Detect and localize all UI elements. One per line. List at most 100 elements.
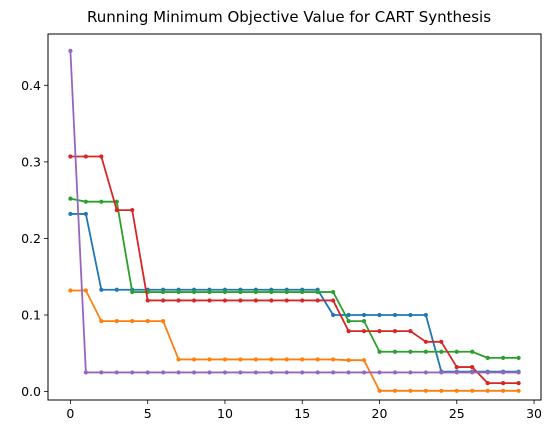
series-5-point (238, 370, 242, 374)
series-4-point (269, 298, 273, 302)
series-layer (68, 49, 520, 393)
series-4-point (439, 340, 443, 344)
series-4-point (207, 298, 211, 302)
series-4 (68, 154, 520, 385)
series-3-point (269, 290, 273, 294)
series-1-point (331, 313, 335, 317)
series-4-point (130, 208, 134, 212)
series-4-point (470, 365, 474, 369)
y-axis: 0.0 0.1 0.2 0.3 0.4 (21, 78, 48, 399)
series-4-point (408, 329, 412, 333)
y-tick-label: 0.1 (21, 308, 41, 323)
series-3-point (439, 350, 443, 354)
series-1-point (115, 288, 119, 292)
series-4-point (99, 154, 103, 158)
series-3 (68, 197, 520, 360)
series-3-point (501, 356, 505, 360)
series-3-point (316, 290, 320, 294)
series-3-point (285, 290, 289, 294)
series-5-point (362, 370, 366, 374)
series-4-point (146, 298, 150, 302)
series-3-point (393, 350, 397, 354)
series-3-point (254, 290, 258, 294)
series-4-point (254, 298, 258, 302)
series-3-point (377, 350, 381, 354)
series-5-point (115, 370, 119, 374)
series-5-point (408, 370, 412, 374)
series-2-point (346, 358, 350, 362)
series-1-point (377, 313, 381, 317)
y-tick-label: 0.4 (21, 78, 41, 93)
series-5-point (393, 370, 397, 374)
x-tick-label: 5 (144, 406, 152, 421)
series-1-point (68, 212, 72, 216)
series-4-point (516, 381, 520, 385)
series-2-point (99, 319, 103, 323)
series-2-point (161, 319, 165, 323)
x-axis: 0 5 10 15 20 25 30 (66, 400, 542, 421)
series-5-point (424, 370, 428, 374)
series-5-point (130, 370, 134, 374)
series-4-point (346, 329, 350, 333)
series-4-line (70, 157, 518, 384)
series-2-point (176, 357, 180, 361)
x-tick-label: 15 (294, 406, 310, 421)
series-2-point (424, 389, 428, 393)
series-5-point (161, 370, 165, 374)
x-tick-label: 0 (66, 406, 74, 421)
series-3-point (192, 290, 196, 294)
series-3-line (70, 199, 518, 358)
series-2-point (192, 357, 196, 361)
series-2-point (362, 358, 366, 362)
series-5-point (316, 370, 320, 374)
series-1-point (84, 212, 88, 216)
series-4-point (316, 298, 320, 302)
series-2-point (439, 389, 443, 393)
series-2-point (455, 389, 459, 393)
series-4-point (238, 298, 242, 302)
series-5-point (269, 370, 273, 374)
series-3-point (486, 356, 490, 360)
series-5-point (192, 370, 196, 374)
y-tick-label: 0.3 (21, 154, 41, 169)
series-3-point (470, 350, 474, 354)
series-4-point (455, 365, 459, 369)
series-4-point (192, 298, 196, 302)
series-5-point (455, 370, 459, 374)
series-5-point (439, 370, 443, 374)
series-3-point (455, 350, 459, 354)
series-2-point (300, 357, 304, 361)
series-5-point (516, 370, 520, 374)
series-2-point (223, 357, 227, 361)
series-5-point (223, 370, 227, 374)
series-3-point (99, 200, 103, 204)
series-2-point (408, 389, 412, 393)
x-tick-label: 10 (217, 406, 233, 421)
series-3-point (300, 290, 304, 294)
series-1-point (424, 313, 428, 317)
series-3-point (238, 290, 242, 294)
series-4-point (161, 298, 165, 302)
series-5-point (470, 370, 474, 374)
series-2-point (316, 357, 320, 361)
series-2-point (130, 319, 134, 323)
series-3-point (362, 319, 366, 323)
series-3-point (408, 350, 412, 354)
series-5-point (300, 370, 304, 374)
x-tick-label: 20 (372, 406, 388, 421)
series-5-point (68, 49, 72, 53)
series-3-point (223, 290, 227, 294)
series-2-point (146, 319, 150, 323)
series-4-point (285, 298, 289, 302)
series-2-point (207, 357, 211, 361)
series-3-point (207, 290, 211, 294)
series-2-point (393, 389, 397, 393)
series-4-point (362, 329, 366, 333)
series-5-point (84, 370, 88, 374)
series-5-point (176, 370, 180, 374)
series-3-point (130, 290, 134, 294)
series-4-point (84, 154, 88, 158)
series-5-point (99, 370, 103, 374)
series-5-point (501, 370, 505, 374)
series-4-point (176, 298, 180, 302)
